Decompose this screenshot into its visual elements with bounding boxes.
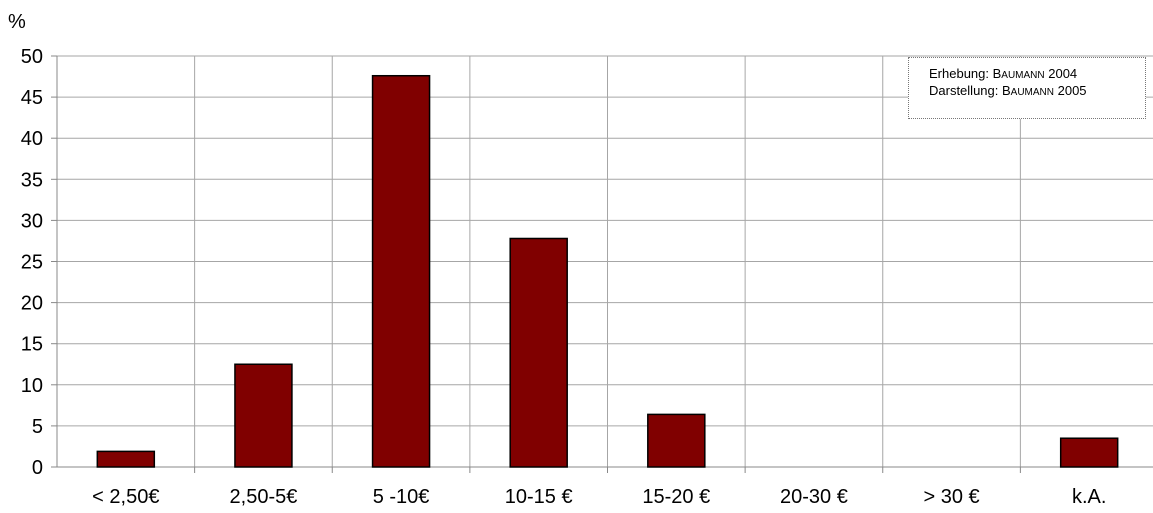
source-note-line-survey: Erhebung: BAUMANN 2004	[929, 66, 1078, 81]
bar	[96, 450, 156, 468]
y-tick-label: 15	[21, 334, 43, 356]
x-category-label: 20-30 €	[780, 486, 848, 508]
bars	[96, 74, 1119, 468]
y-tick-labels: 0 5 10 15 20 25 30 35 40 45 50	[21, 46, 43, 479]
bar	[1059, 437, 1119, 468]
x-category-label: 15-20 €	[642, 486, 710, 508]
bar	[647, 413, 706, 468]
x-category-label: 5 -10€	[373, 486, 430, 508]
x-category-label: 2,50-5€	[230, 486, 298, 508]
y-tick-label: 25	[21, 252, 43, 274]
y-tick-label: 45	[21, 87, 43, 109]
x-category-label: k.A.	[1072, 486, 1106, 508]
y-tick-label: 50	[21, 46, 43, 68]
x-category-label: > 30 €	[923, 486, 979, 508]
source-note-line-presentation: Darstellung: BAUMANN 2005	[929, 83, 1087, 98]
x-category-label: < 2,50€	[92, 486, 159, 508]
y-tick-label: 0	[32, 457, 43, 479]
bar	[234, 363, 293, 468]
x-tick-labels: < 2,50€ 2,50-5€ 5 -10€ 10-15 € 15-20 € 20-30 …	[92, 486, 1106, 508]
y-tick-label: 10	[21, 375, 43, 397]
y-tick-label: 5	[32, 416, 43, 438]
y-tick-label: 35	[21, 169, 43, 191]
x-category-label: 10-15 €	[505, 486, 573, 508]
grid-lines	[57, 55, 1153, 467]
y-tick-label: 40	[21, 128, 43, 150]
source-note: Erhebung: BAUMANN 2004 Darstellung: BAUM…	[908, 57, 1146, 119]
bar	[509, 237, 568, 468]
y-axis-unit-label: %	[8, 11, 26, 33]
bar	[371, 74, 431, 468]
y-tick-label: 20	[21, 293, 43, 315]
y-tick-label: 30	[21, 210, 43, 232]
